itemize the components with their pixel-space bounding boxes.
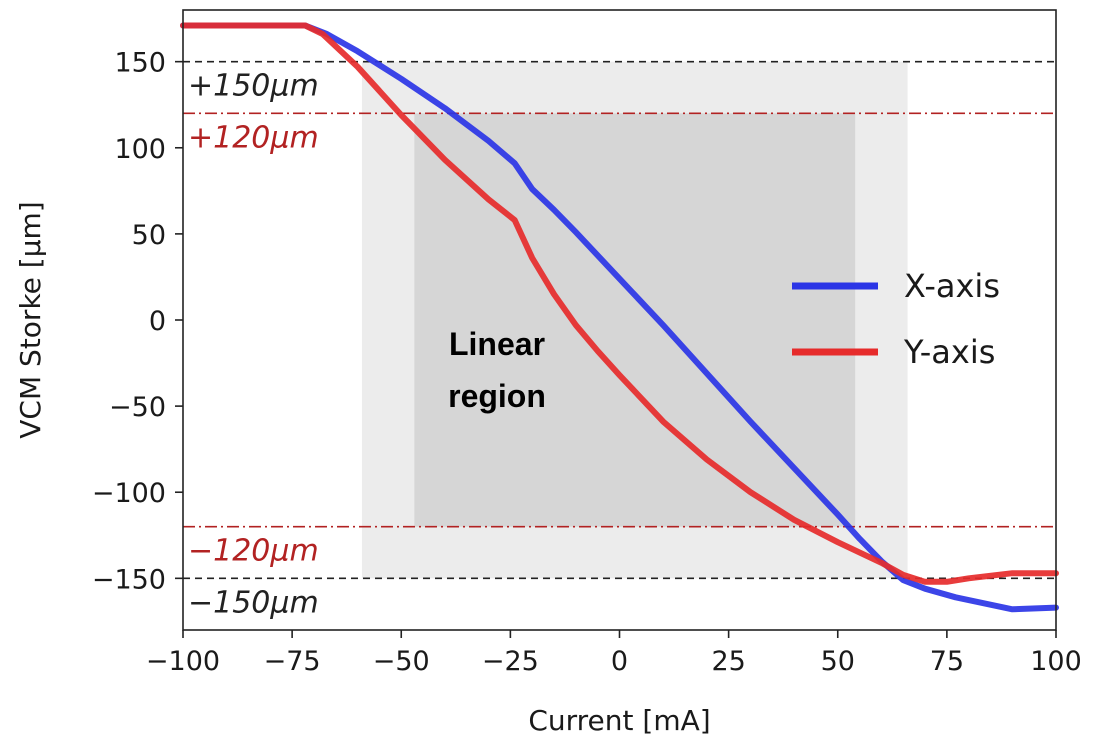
x-tick-label: −100	[146, 646, 220, 677]
y-tick-label: 150	[114, 48, 166, 79]
y-tick-label: 100	[114, 134, 166, 165]
y-tick-label: −100	[92, 478, 166, 509]
axes: −100 −75 −50 −25 0 25 50 75 100150100500−50−100−…	[14, 9, 1082, 737]
legend-label: X-axis	[904, 267, 1000, 305]
y-tick-label: −150	[92, 564, 166, 595]
x-tick-label: −50	[373, 646, 430, 677]
reference-line-label: −120μm	[188, 534, 319, 569]
annotations: Linear region	[448, 326, 546, 414]
y-tick-label: 50	[132, 220, 166, 251]
data-series	[180, 22, 1059, 613]
x-tick-label: −75	[264, 646, 321, 677]
x-tick-label: 75	[930, 646, 964, 677]
region-annotation-line: Linear	[449, 326, 545, 362]
x-tick-label: 50	[821, 646, 855, 677]
x-axis-title: Current [mA]	[528, 704, 710, 737]
reference-line-label: +120μm	[188, 120, 319, 155]
shaded-regions	[361, 61, 908, 579]
x-tick-label: 100	[1030, 646, 1082, 677]
y-tick-label: 0	[149, 306, 166, 337]
region-annotation-line: region	[448, 378, 546, 414]
legend-label: Y-axis	[903, 333, 995, 371]
y-tick-label: −50	[109, 392, 166, 423]
reference-line-label: −150μm	[188, 585, 319, 620]
x-tick-label: 0	[611, 646, 628, 677]
series-line-y-axis	[180, 22, 1059, 585]
x-tick-label: 25	[711, 646, 745, 677]
legend: X-axis Y-axis	[792, 267, 1000, 371]
reference-lines: +150μm +120μm −120μm −150μm	[183, 60, 1056, 620]
y-axis-title: VCM Storke [μm]	[14, 201, 47, 438]
series-line-x-axis	[180, 22, 1059, 613]
x-tick-label: −25	[482, 646, 539, 677]
reference-line-label: +150μm	[188, 69, 319, 104]
